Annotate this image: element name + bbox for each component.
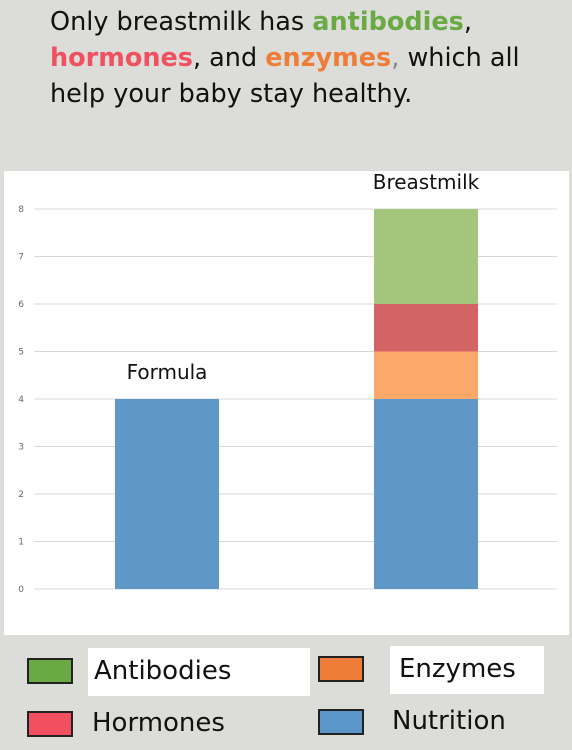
stacked-bar-chart: 0 1 2 3 4 5 6 7 8 Formula Breastmilk (18, 171, 557, 595)
category-label-breastmilk: Breastmilk (373, 171, 480, 194)
y-tick-label: 1 (18, 538, 24, 548)
chart-panel: 0 1 2 3 4 5 6 7 8 Formula Breastmilk (4, 171, 569, 635)
headline-text: which all help your baby stay healthy. (50, 43, 520, 109)
bar-segment-nutrition-formula (115, 399, 219, 589)
y-tick-label: 8 (18, 205, 24, 215)
legend-swatch-antibodies (27, 658, 73, 684)
legend-label-antibodies: Antibodies (94, 656, 232, 686)
y-tick-label: 4 (18, 395, 24, 405)
y-tick-label: 0 (18, 585, 24, 595)
keyword-hormones: hormones (50, 43, 193, 73)
legend-swatch-enzymes (318, 656, 364, 682)
keyword-enzymes: enzymes (265, 43, 392, 73)
bar-segment-antibodies-breastmilk (374, 209, 478, 304)
y-tick-label: 2 (18, 490, 24, 500)
category-label-formula: Formula (127, 360, 208, 384)
y-tick-label: 5 (18, 348, 24, 358)
legend-label-enzymes: Enzymes (399, 654, 516, 684)
bar-segment-nutrition-breastmilk (374, 399, 478, 589)
headline-text: , (463, 7, 472, 37)
legend-label-hormones: Hormones (92, 708, 225, 738)
bar-segment-enzymes-breastmilk (374, 351, 478, 399)
legend-label-nutrition: Nutrition (392, 706, 506, 736)
legend-item-enzymes: Enzymes (390, 646, 544, 694)
y-tick-label: 6 (18, 300, 24, 310)
legend-swatch-nutrition (318, 709, 364, 735)
headline-text: Only breastmilk has (50, 7, 313, 37)
legend-item-antibodies: Antibodies (88, 648, 310, 696)
headline: Only breastmilk has antibodies, hormones,… (50, 4, 560, 112)
legend-swatch-hormones (27, 711, 73, 737)
headline-text: , and (192, 43, 266, 73)
headline-comma: , (391, 43, 400, 73)
y-tick-label: 7 (18, 253, 24, 263)
bar-segment-hormones-breastmilk (374, 304, 478, 352)
y-tick-label: 3 (18, 443, 24, 453)
keyword-antibodies: antibodies (312, 7, 464, 37)
